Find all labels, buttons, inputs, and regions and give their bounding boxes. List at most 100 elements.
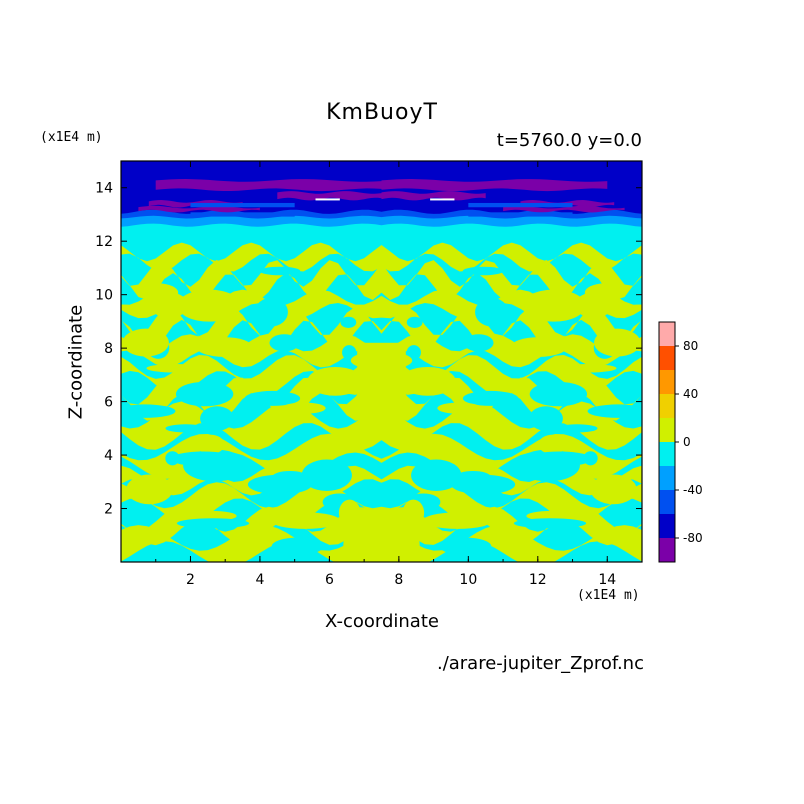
colorbar-level: [659, 346, 675, 370]
field-blob: [463, 334, 494, 352]
source-file-label: ./arare-jupiter_Zprof.nc: [436, 653, 644, 674]
field-band-yellow: [121, 242, 642, 272]
chart-subtitle: t=5760.0 y=0.0: [496, 130, 642, 151]
y-tick-label: 2: [104, 502, 113, 518]
field-blob: [587, 404, 642, 418]
field-band-yellow: [121, 289, 642, 319]
y-tick-label: 4: [104, 448, 113, 464]
field-blob: [338, 499, 361, 527]
field-blob: [342, 345, 357, 360]
field-stripe-purple: [138, 205, 260, 213]
x-tick-label: 8: [394, 572, 403, 588]
field-band-yellow: [121, 334, 642, 368]
field-blob: [177, 289, 242, 322]
field-stripe-purple: [381, 191, 486, 201]
field-blob: [196, 434, 225, 455]
field-blob: [439, 537, 492, 555]
colorbar-tick-label: -80: [683, 531, 703, 545]
field-blob: [556, 424, 598, 433]
field-blob: [281, 402, 326, 414]
field-blob: [307, 366, 364, 396]
field-stripe-blue: [468, 212, 573, 217]
field-blob: [126, 474, 173, 505]
field-blob: [475, 297, 509, 327]
y-tick-label: 10: [95, 288, 113, 304]
field-blob: [121, 404, 176, 418]
z-axis-unit: (x1E4 m): [40, 130, 103, 145]
x-tick-label: 4: [255, 572, 264, 588]
field-blob: [170, 451, 237, 467]
field-highlight: [315, 198, 340, 201]
colorbar-level: [659, 466, 675, 490]
y-tick-label: 14: [95, 181, 113, 197]
field-blob: [138, 283, 179, 302]
x-tick-label: 12: [529, 572, 547, 588]
field-blob: [165, 424, 207, 433]
x-tick-label: 6: [325, 572, 334, 588]
field-blob: [271, 537, 324, 555]
field-blob: [270, 512, 340, 529]
colorbar-tick-label: -40: [683, 483, 703, 497]
field-stripe-purple: [277, 191, 382, 201]
field-blob: [437, 402, 482, 414]
colorbar: 80 40 0 -40 -80: [658, 321, 703, 563]
field-blob: [146, 364, 205, 373]
field-blob: [529, 381, 588, 407]
field-stripe-blue: [468, 202, 573, 208]
colorbar-top-level: [659, 322, 675, 346]
field-blob: [269, 334, 300, 352]
field-band-yellow: [121, 401, 642, 450]
field-blob: [590, 474, 637, 505]
field-blob: [254, 297, 288, 327]
field-stripe-blue: [190, 202, 295, 208]
y-tick-label: 6: [104, 395, 113, 411]
y-tick-label: 8: [104, 341, 113, 357]
field-highlight: [430, 198, 455, 201]
field-blob: [513, 518, 587, 529]
field-blob: [259, 266, 301, 276]
field-blob: [196, 337, 253, 357]
colorbar-level: [659, 514, 675, 538]
y-tick-label: 12: [95, 234, 113, 250]
x-tick-label: 10: [459, 572, 477, 588]
field-blob: [411, 459, 462, 491]
field-band-yellow: [121, 259, 642, 300]
colorbar-level: [659, 394, 675, 418]
field-blob: [152, 297, 186, 319]
field-stripe-blue: [190, 212, 295, 217]
colorbar-level: [659, 370, 675, 394]
field-blob: [406, 316, 423, 328]
field-blob: [462, 390, 519, 406]
field-blob: [526, 451, 593, 467]
field-blob: [594, 328, 641, 357]
colorbar-tick-label: 80: [683, 339, 698, 353]
field-band-yellow: [121, 433, 642, 479]
colorbar-tick-label: 40: [683, 387, 698, 401]
field-blob: [455, 470, 491, 482]
field-blob: [462, 266, 504, 276]
field-blob: [244, 390, 301, 406]
contour-field: [121, 161, 642, 562]
field-blob: [340, 316, 357, 328]
colorbar-level: [659, 442, 675, 466]
field-blob: [538, 434, 567, 455]
field-blob: [272, 470, 308, 482]
colorbar-level: [659, 538, 675, 562]
field-blob: [521, 289, 586, 322]
field-band-yellow: [121, 506, 642, 546]
field-blob: [402, 499, 425, 527]
field-blob: [122, 328, 169, 357]
field-blob: [528, 406, 563, 431]
y-axis: 2 4 6 8 10 12 14: [95, 181, 642, 518]
field-blob: [577, 297, 611, 319]
field-blob: [301, 459, 352, 491]
field-blob: [175, 381, 234, 407]
plot-frame: [120, 160, 643, 563]
field-stripe-purple: [155, 179, 382, 192]
field-central-column: [357, 342, 406, 410]
field-blob: [584, 283, 625, 302]
colorbar-tick-label: 0: [683, 435, 691, 449]
chart-title: KmBuoyT: [326, 100, 438, 125]
field-blob: [200, 406, 235, 431]
